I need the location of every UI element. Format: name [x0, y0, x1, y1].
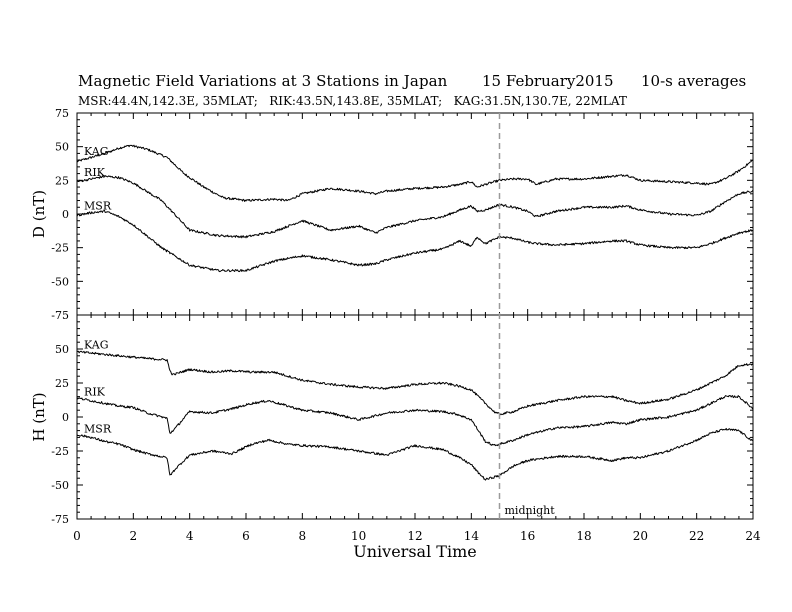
y-tick-label: -75	[51, 513, 69, 526]
x-tick-label: 4	[186, 529, 194, 543]
x-tick-label: 16	[520, 529, 535, 543]
y-tick-label: -50	[51, 479, 69, 492]
y-tick-label: 25	[55, 174, 69, 187]
series-label-kag: KAG	[84, 339, 109, 352]
x-tick-label: 10	[351, 529, 366, 543]
averaging-label: 10-s averages	[641, 72, 747, 90]
x-tick-label: 22	[689, 529, 704, 543]
x-tick-label: 20	[633, 529, 648, 543]
x-tick-label: 2	[130, 529, 138, 543]
x-tick-label: 12	[407, 529, 422, 543]
y-tick-label: -50	[51, 275, 69, 288]
y-tick-label: -25	[51, 445, 69, 458]
panel-frame-top	[76, 112, 754, 316]
y-tick-label: 50	[55, 343, 69, 356]
y-tick-label: 0	[62, 411, 69, 424]
x-tick-label: 14	[464, 529, 480, 543]
series-line-rik	[76, 395, 754, 447]
stations-info: MSR:44.4N,142.3E, 35MLAT; RIK:43.5N,143.…	[78, 94, 627, 108]
y-tick-label: 50	[55, 141, 69, 154]
y-tick-label: -25	[51, 242, 69, 255]
y-tick-label: 25	[55, 377, 69, 390]
x-tick-label: 18	[576, 529, 591, 543]
chart-title: Magnetic Field Variations at 3 Stations …	[78, 72, 448, 90]
series-line-kag	[76, 144, 754, 202]
y-axis-label: H (nT)	[30, 392, 48, 441]
panel-frame-bottom	[76, 314, 754, 520]
series-line-rik	[76, 175, 754, 239]
series-line-msr	[76, 209, 754, 273]
series-line-kag	[76, 350, 754, 416]
x-tick-label: 6	[242, 529, 250, 543]
series-label-msr: MSR	[84, 422, 112, 435]
series-line-msr	[76, 427, 754, 481]
y-tick-label: 0	[62, 208, 69, 221]
x-tick-label: 0	[73, 529, 81, 543]
x-axis-label: Universal Time	[353, 542, 476, 561]
midnight-label: midnight	[505, 504, 556, 517]
x-tick-label: 8	[299, 529, 307, 543]
series-label-kag: KAG	[84, 145, 109, 158]
series-label-rik: RIK	[84, 386, 106, 399]
series-label-rik: RIK	[84, 166, 106, 179]
y-axis-label: D (nT)	[30, 190, 48, 238]
chart-date: 15 February2015	[482, 72, 614, 90]
series-label-msr: MSR	[84, 200, 112, 213]
y-tick-label: -75	[51, 309, 69, 322]
x-tick-label: 24	[745, 529, 761, 543]
y-tick-label: 75	[55, 107, 69, 120]
